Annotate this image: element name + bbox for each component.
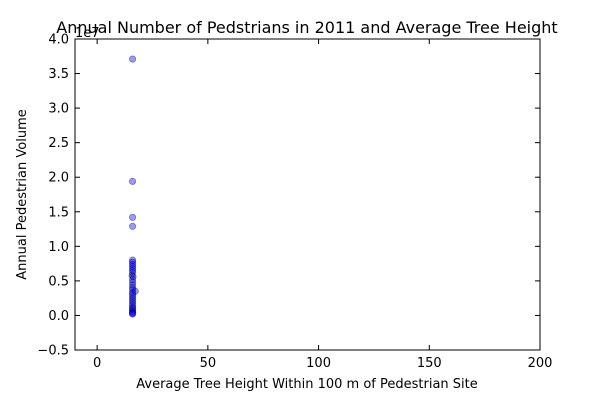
data-point bbox=[128, 297, 137, 305]
data-point bbox=[128, 304, 137, 313]
data-point bbox=[128, 309, 137, 317]
data-point bbox=[128, 303, 137, 311]
y-axis-label: Annual Pedestrian Volume bbox=[15, 109, 30, 279]
y-axis-offset-label: 1e7 bbox=[75, 26, 100, 41]
y-tick-label: 1.5 bbox=[48, 205, 69, 220]
y-tick-label: 1.0 bbox=[48, 240, 69, 255]
data-point bbox=[128, 310, 137, 318]
y-tick-label: 4.0 bbox=[48, 33, 69, 48]
data-point bbox=[128, 268, 137, 277]
x-tick-label: 50 bbox=[200, 356, 217, 371]
points-layer bbox=[128, 55, 139, 318]
y-tick-label: 3.5 bbox=[48, 67, 69, 82]
data-point bbox=[129, 273, 137, 281]
data-point bbox=[128, 278, 137, 286]
data-point bbox=[128, 306, 137, 314]
y-tick-label: 0.0 bbox=[48, 309, 69, 324]
y-tick-label: −0.5 bbox=[37, 344, 69, 359]
data-point bbox=[128, 293, 137, 301]
data-point bbox=[128, 213, 137, 221]
data-point bbox=[128, 258, 137, 266]
data-point bbox=[128, 309, 137, 317]
data-point bbox=[128, 256, 137, 264]
data-point bbox=[128, 222, 137, 230]
y-tick-label: 2.5 bbox=[48, 136, 69, 151]
x-tick-label: 200 bbox=[528, 356, 553, 371]
data-point bbox=[128, 177, 137, 185]
data-point bbox=[128, 262, 137, 270]
x-tick-label: 150 bbox=[417, 356, 442, 371]
x-tick-label: 0 bbox=[93, 356, 101, 371]
data-point bbox=[128, 284, 137, 292]
data-point bbox=[128, 55, 137, 63]
data-point bbox=[128, 291, 137, 299]
data-point bbox=[128, 275, 137, 284]
chart-title: Annual Number of Pedstrians in 2011 and … bbox=[56, 18, 557, 37]
data-point bbox=[128, 271, 136, 279]
data-point bbox=[128, 307, 137, 315]
data-point bbox=[128, 266, 137, 275]
data-point bbox=[128, 260, 137, 268]
y-tick-label: 2.0 bbox=[48, 171, 69, 186]
data-point bbox=[128, 281, 137, 289]
data-point bbox=[128, 299, 137, 307]
plot-area-frame bbox=[74, 38, 541, 351]
y-axis: −0.5 0.0 0.5 1.0 1.5 2.0 2.5 3.0 3.5 4.0 bbox=[37, 33, 540, 359]
x-axis: 0 50 100 150 200 bbox=[93, 39, 552, 371]
x-axis-label: Average Tree Height Within 100 m of Pede… bbox=[136, 377, 478, 392]
y-tick-label: 3.0 bbox=[48, 102, 69, 117]
x-tick-label: 100 bbox=[306, 356, 331, 371]
data-point bbox=[131, 287, 139, 295]
y-tick-label: 0.5 bbox=[48, 274, 69, 289]
data-point bbox=[128, 286, 137, 294]
data-point bbox=[128, 264, 137, 273]
data-point bbox=[128, 295, 137, 303]
data-point bbox=[128, 301, 137, 309]
data-point bbox=[128, 289, 137, 297]
